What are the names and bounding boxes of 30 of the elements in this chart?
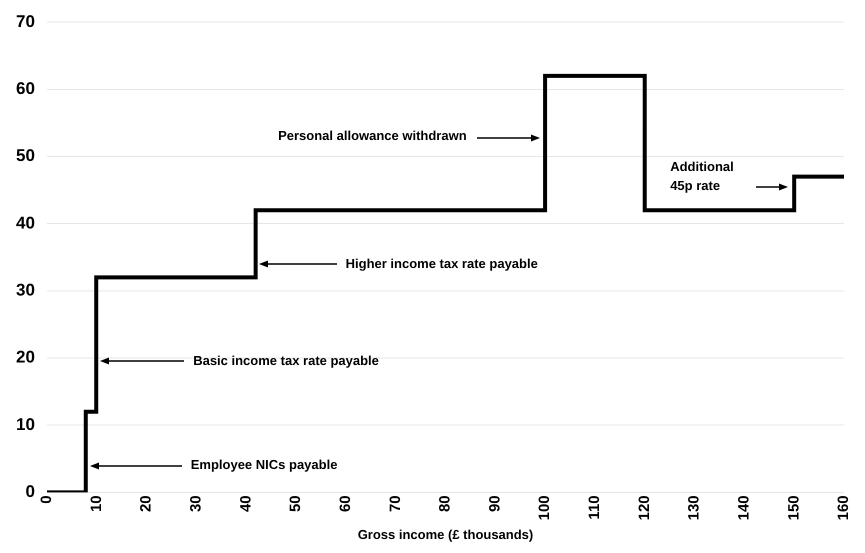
y-tick-label: 10 bbox=[16, 414, 35, 434]
x-tick-label: 70 bbox=[386, 495, 404, 512]
x-tick-label: 20 bbox=[138, 495, 155, 512]
y-tick-label: 20 bbox=[16, 348, 35, 367]
x-tick-label: 150 bbox=[785, 495, 802, 520]
x-tick-label: 30 bbox=[188, 495, 205, 512]
x-tick-label: 120 bbox=[636, 495, 653, 520]
x-tick-label: 110 bbox=[586, 495, 604, 520]
y-tick-label: 50 bbox=[16, 146, 35, 166]
x-tick-label: 90 bbox=[486, 495, 504, 512]
x-tick-label: 130 bbox=[686, 495, 703, 520]
x-tick-label: 140 bbox=[736, 495, 753, 520]
x-tick-label: 0 bbox=[38, 495, 56, 504]
x-tick-label: 160 bbox=[835, 495, 852, 520]
annotation: Higher income tax rate payable bbox=[346, 254, 538, 272]
y-tick-label: 70 bbox=[16, 12, 35, 31]
x-tick-label: 60 bbox=[336, 495, 354, 512]
y-tick-label: 60 bbox=[16, 79, 35, 98]
x-tick-label: 50 bbox=[287, 495, 304, 512]
annotation: Employee NICs payable bbox=[190, 456, 338, 474]
x-tick-label: 40 bbox=[237, 495, 254, 512]
x-axis-title: Gross income (£ thousands) bbox=[358, 526, 534, 542]
annotation: Basic income tax rate payable bbox=[193, 352, 379, 370]
y-tick-label: 30 bbox=[16, 280, 35, 300]
x-tick-label: 80 bbox=[436, 495, 454, 512]
annotation: Additional 45p rate bbox=[670, 158, 735, 195]
x-tick-label: 100 bbox=[536, 495, 554, 520]
y-tick-label: 40 bbox=[16, 213, 35, 232]
x-tick-label: 10 bbox=[88, 495, 105, 512]
annotation: Personal allowance withdrawn bbox=[278, 127, 467, 146]
